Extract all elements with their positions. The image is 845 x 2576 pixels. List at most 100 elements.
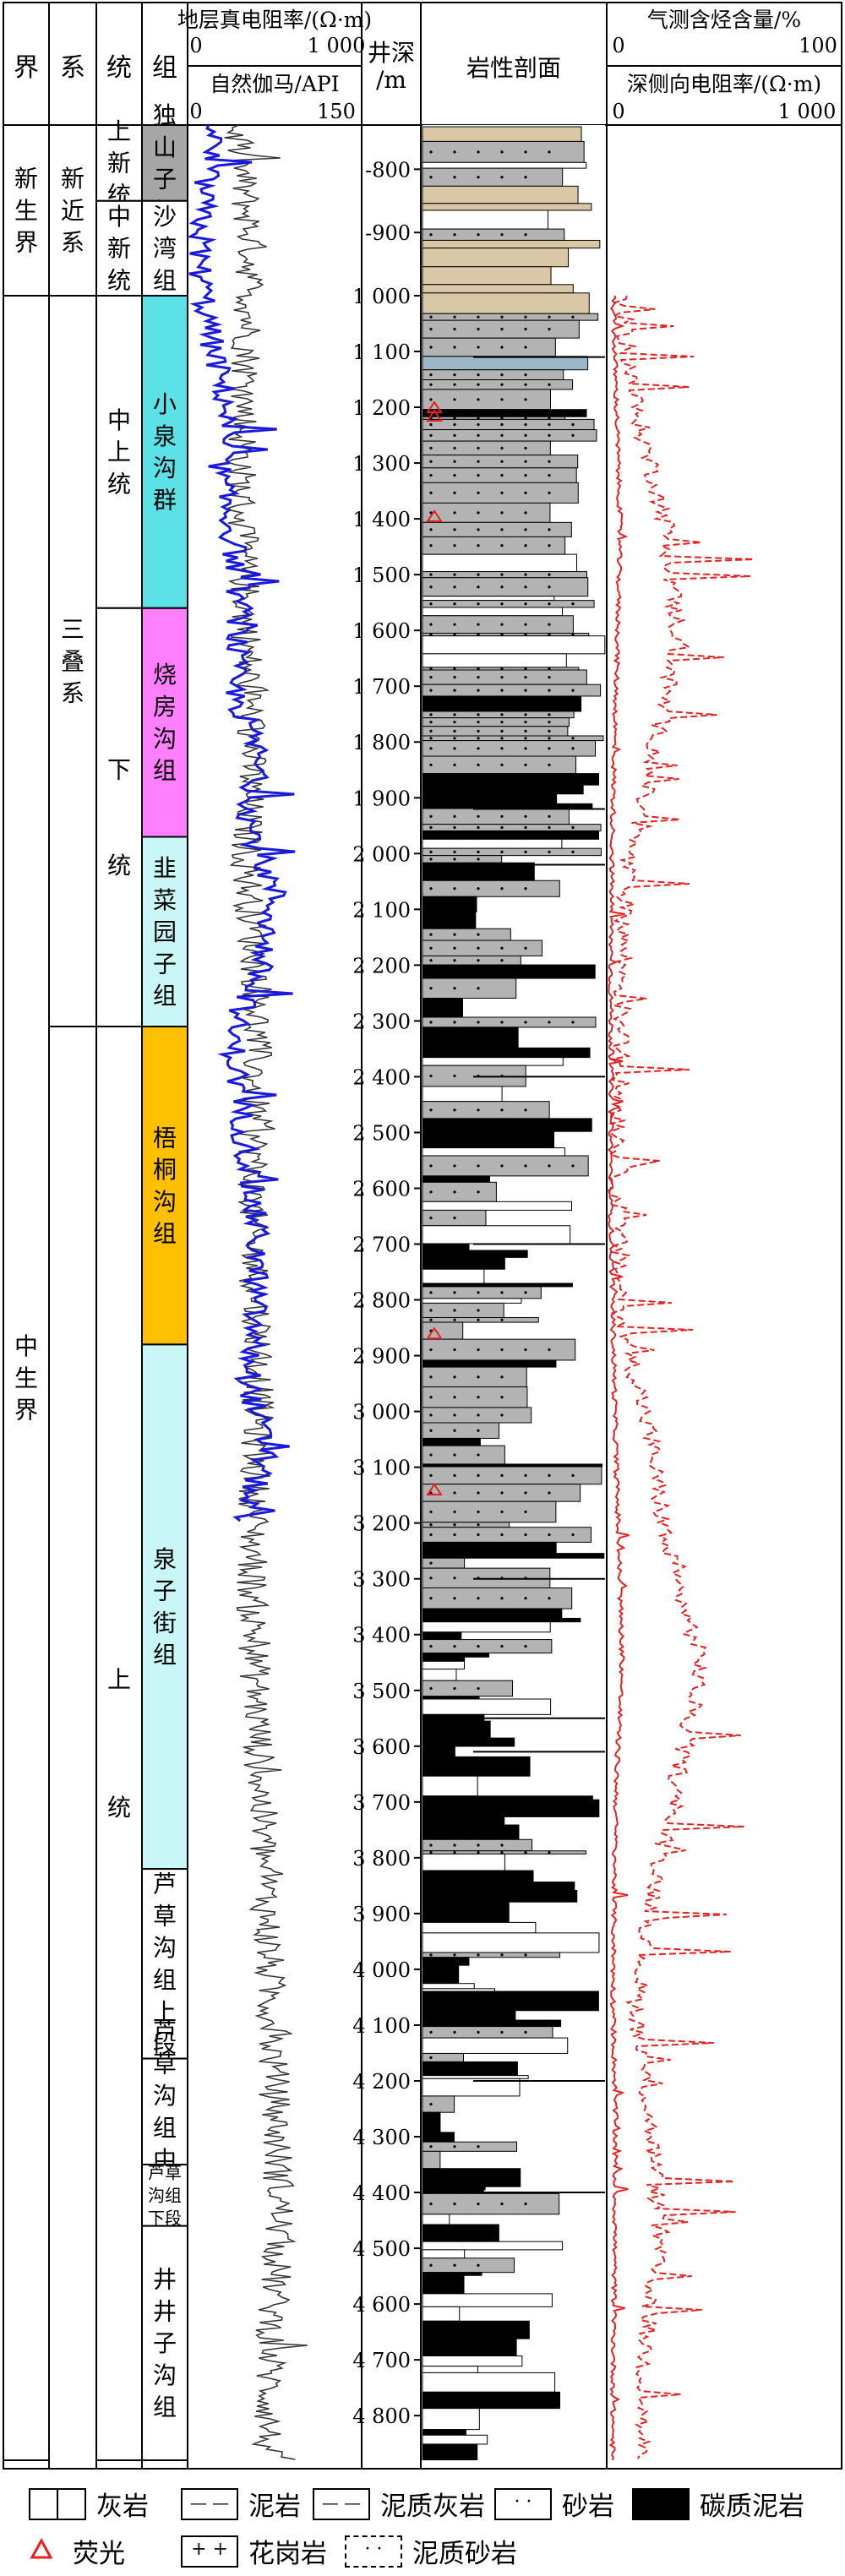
zu-unit-label: 山 — [153, 133, 177, 161]
lith-bed — [422, 1557, 466, 1569]
sand-dot — [453, 850, 456, 854]
sand-dot — [453, 633, 456, 636]
sand-dot — [524, 383, 527, 386]
depth-tick-label: 1 500 — [352, 564, 411, 587]
sand-dot — [429, 2263, 433, 2267]
sand-dot — [477, 729, 480, 732]
sand-dot — [477, 417, 480, 420]
sand-dot — [429, 2145, 433, 2148]
lith-bed — [422, 1256, 505, 1270]
sand-dot — [429, 176, 433, 179]
lith-bed — [422, 1407, 532, 1424]
sand-dot — [500, 1510, 504, 1514]
sand-dot — [429, 2202, 433, 2206]
sand-dot — [453, 511, 456, 515]
lith-bed — [422, 2338, 517, 2356]
sand-dot — [500, 689, 504, 692]
sand-dot — [477, 1318, 480, 1321]
lith-bed — [422, 1466, 602, 1485]
sand-dot — [477, 1021, 480, 1024]
log-curves — [186, 124, 755, 2461]
sand-dot — [429, 747, 433, 750]
lith-bed — [422, 2168, 521, 2187]
sand-dot — [453, 1021, 456, 1024]
sand-dot — [429, 633, 433, 636]
lith-bed — [422, 1437, 481, 1446]
lith-bed — [422, 429, 597, 442]
sand-dot — [453, 1413, 456, 1417]
sand-dot — [477, 1510, 480, 1514]
sand-dot — [453, 315, 456, 319]
lith-bed — [422, 695, 582, 712]
lith-bed — [422, 1775, 478, 1797]
lith-bed — [422, 1882, 575, 1892]
sand-dot — [477, 573, 480, 576]
sand-dot — [500, 346, 504, 349]
sand-dot — [524, 729, 527, 732]
zu-unit-label: 沟 — [153, 2082, 177, 2110]
sand-dot — [477, 2263, 480, 2267]
zu-unit-label: 段 — [153, 2030, 177, 2058]
sand-dot — [429, 1396, 433, 1399]
sand-dot — [429, 460, 433, 463]
lith-bed — [422, 1527, 592, 1543]
sand-dot — [477, 887, 480, 890]
sand-dot — [500, 633, 504, 636]
sand-dot — [477, 763, 480, 766]
sand-dot — [453, 491, 456, 494]
sand-dot — [453, 737, 456, 740]
lith-bed — [422, 2224, 499, 2242]
lith-label: 岩性剖面 — [466, 54, 561, 82]
sand-dot — [548, 814, 551, 818]
lith-bed — [422, 2429, 466, 2436]
legend-item-argillaceous-limestone: — — 泥质灰岩 — [313, 2485, 485, 2523]
zu-unit-label: 泉 — [153, 1545, 177, 1573]
zu-unit-label: 沟 — [153, 1188, 177, 1216]
zu-unit-10 — [141, 2225, 188, 2462]
sand-dot — [571, 747, 575, 750]
argillaceous-sandstone-icon: · · — [345, 2535, 402, 2568]
sand-dot — [429, 721, 433, 724]
lith-bed — [422, 726, 569, 737]
sand-dot — [524, 1533, 527, 1537]
sand-dot — [477, 433, 480, 437]
lith-bed — [422, 755, 577, 775]
sand-dot — [500, 528, 504, 531]
lith-bed — [422, 1756, 531, 1777]
sand-dot — [571, 602, 575, 606]
jie-unit-label: 中 — [14, 1332, 38, 1360]
sand-dot — [477, 2145, 480, 2148]
sand-dot — [524, 398, 527, 401]
lith-bed — [422, 1147, 565, 1157]
sand-dot — [453, 814, 456, 818]
lith-bed — [422, 536, 566, 555]
zu-unit-label: 沟组 — [148, 2185, 182, 2205]
sand-dot — [453, 1108, 456, 1112]
sand-dot — [477, 474, 480, 477]
sand-dot — [571, 689, 575, 692]
sand-dot — [477, 1491, 480, 1495]
sand-dot — [500, 1533, 504, 1537]
sand-dot — [429, 1644, 433, 1648]
sand-dot — [453, 676, 456, 679]
sand-dot — [477, 2030, 480, 2034]
xi-unit-label: 近 — [61, 197, 84, 225]
lith-bed — [422, 2061, 518, 2077]
sand-dot — [429, 946, 433, 950]
tong-unit-label: 中 — [107, 203, 131, 231]
sand-dot — [500, 460, 504, 463]
sand-dot — [453, 689, 456, 692]
lith-bed — [422, 2150, 441, 2170]
depth-tick-label: 4 600 — [352, 2293, 411, 2317]
depth-tick-label: 4 100 — [352, 2014, 411, 2038]
sand-dot — [500, 417, 504, 420]
zu-unit-label: 沟 — [153, 2361, 177, 2389]
sand-dot — [524, 747, 527, 750]
lith-bed — [422, 808, 570, 825]
sand-dot — [429, 233, 433, 237]
lith-bed — [422, 1057, 564, 1066]
lith-bed — [422, 847, 602, 857]
sand-dot — [453, 1850, 456, 1854]
lith-bed — [422, 615, 574, 634]
lith-bed — [422, 2306, 461, 2322]
